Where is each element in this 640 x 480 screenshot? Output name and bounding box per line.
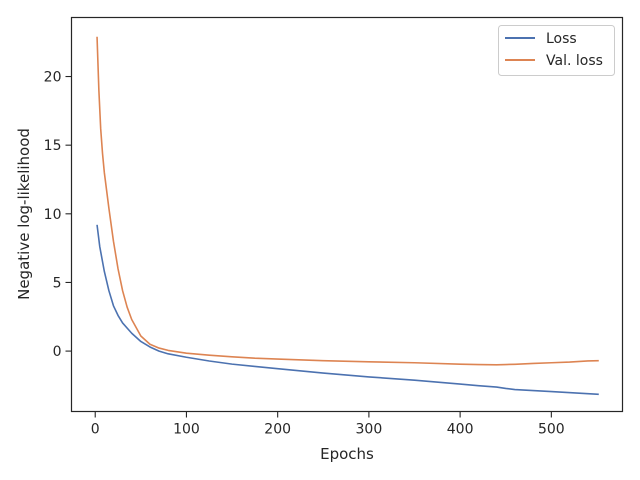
x-tick-label: 100 <box>173 422 200 438</box>
legend: Loss Val. loss <box>498 25 615 76</box>
series-line-val-loss <box>96 36 599 366</box>
x-axis-label: Epochs <box>320 445 374 463</box>
y-tick-label: 20 <box>44 70 62 86</box>
legend-label-val-loss: Val. loss <box>546 53 603 69</box>
y-tick-label: 0 <box>53 344 62 360</box>
series-line-loss <box>96 224 599 396</box>
y-tick-label: 10 <box>44 207 62 223</box>
tick-layer: 0 100 200 300 400 500 0 5 10 15 20 <box>44 70 565 438</box>
series-layer <box>96 36 599 396</box>
legend-label-loss: Loss <box>546 31 577 47</box>
x-tick-label: 200 <box>264 422 291 438</box>
y-axis-label: Negative log-likelihood <box>15 128 33 300</box>
y-tick-label: 5 <box>53 275 62 291</box>
plot-area-frame <box>70 16 624 413</box>
y-tick-label: 15 <box>44 138 62 154</box>
x-tick-label: 300 <box>356 422 383 438</box>
x-tick-label: 500 <box>538 422 565 438</box>
x-tick-label: 0 <box>91 422 100 438</box>
x-tick-label: 400 <box>447 422 474 438</box>
